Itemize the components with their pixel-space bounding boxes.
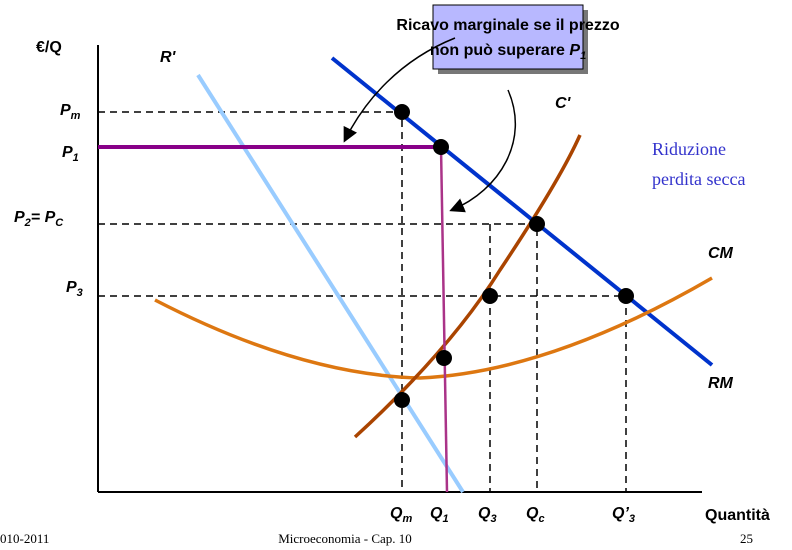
annotation: Riduzione — [652, 139, 726, 159]
price-base: P — [60, 102, 71, 119]
quantity-label: Qm — [390, 505, 412, 525]
q-base: Q — [430, 505, 443, 522]
callout-box — [432, 4, 584, 70]
callout-text: non può superare — [430, 42, 570, 59]
price-label: Pm — [60, 102, 81, 122]
callout-sub: 1 — [580, 50, 586, 62]
q-sub: c — [538, 513, 544, 525]
footer-left: 010-2011 — [0, 531, 49, 546]
callout-var: P — [569, 42, 580, 59]
price-label: P2= PC — [14, 209, 64, 229]
c-prime-curve — [353, 134, 582, 439]
curve-label: R' — [160, 49, 177, 66]
q-base: Q — [390, 505, 403, 522]
callout-line1: Ricavo marginale se il prezzo — [396, 17, 619, 34]
r-prime-curve — [196, 73, 465, 494]
price-label: P3 — [66, 279, 83, 299]
arrow — [449, 89, 517, 213]
y-axis-label: €/Q — [36, 39, 62, 56]
quantity-label: Qc — [526, 505, 545, 525]
q-base: Q — [526, 505, 539, 522]
price-base: P — [14, 209, 25, 226]
price-mid: = P — [31, 209, 56, 226]
footer-right: 25 — [740, 531, 753, 546]
footer-center: Microeconomia - Cap. 10 — [278, 531, 412, 546]
q-sub: 3 — [490, 513, 496, 525]
quantity-labels: Qm Q1 Q3 Qc Q’3 — [390, 505, 635, 525]
price-sub: m — [71, 110, 81, 122]
price-base: P — [62, 144, 73, 161]
q1-line — [439, 146, 449, 493]
cm-curve — [154, 276, 713, 380]
rm-curve — [330, 56, 714, 367]
price-base: P — [66, 279, 77, 296]
quantity-label: Q’3 — [612, 505, 635, 525]
curve-label: C' — [555, 95, 572, 112]
price-sub: 1 — [73, 152, 79, 164]
curve-label: RM — [708, 375, 734, 392]
q-sub: 1 — [442, 513, 448, 525]
callout-line2: non può superare P1 — [430, 42, 586, 62]
quantity-label: Q1 — [430, 505, 449, 525]
price-sub: 3 — [77, 287, 83, 299]
price-label: P1 — [62, 144, 79, 164]
curve-label: CM — [708, 245, 734, 262]
x-axis-label: Quantità — [705, 507, 770, 524]
q-base: Q — [478, 505, 491, 522]
quantity-label: Q3 — [478, 505, 497, 525]
arrow — [343, 37, 456, 143]
q-sub: m — [402, 513, 412, 525]
price-sub: C — [55, 217, 64, 229]
guides — [98, 111, 627, 492]
q-base: Q’ — [612, 505, 629, 522]
annotation: perdita secca — [652, 169, 745, 189]
price-sub: 2 — [24, 217, 31, 229]
points — [394, 104, 634, 408]
q-sub: 3 — [629, 513, 635, 525]
